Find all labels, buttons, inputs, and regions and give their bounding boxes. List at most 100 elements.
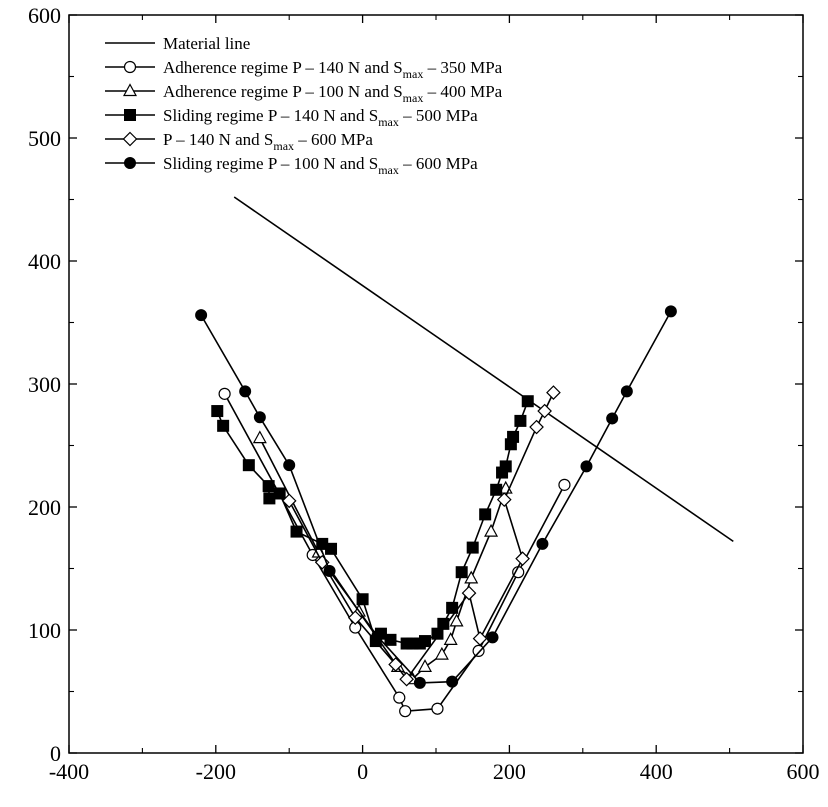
legend-label: Sliding regime P – 100 N and Smax – 600 … [163,154,478,177]
series-5 [281,385,561,687]
legend: Material line Adherence regime P – 140 N … [105,34,503,177]
data-point [490,483,503,496]
legend-label-subscript: max [403,67,424,81]
legend-marker [123,60,137,74]
data-point [217,419,230,432]
data-point [283,459,296,472]
data-point [472,644,485,658]
x-tick-label: -400 [49,759,89,784]
data-point [252,430,267,444]
data-point [218,387,231,400]
legend-label-text: – 600 MPa [399,154,478,173]
data-point [546,385,561,400]
data-point [281,493,297,509]
legend-label-text: P – 140 N and S [163,130,273,149]
data-point [347,610,363,626]
data-point [620,385,633,398]
legend-label-subscript: max [378,163,399,177]
data-point [371,630,384,643]
y-tick-label: 400 [28,249,61,274]
legend-entry: Material line [105,34,250,53]
legend-label-text: Adherence regime P – 100 N and S [163,82,403,101]
legend-label-text: – 400 MPa [423,82,502,101]
data-point [443,632,458,645]
data-point [461,585,477,601]
data-point [388,657,403,672]
data-point [356,593,369,606]
series-6 [195,305,677,689]
data-point [242,459,255,472]
data-point [464,570,479,584]
data-point [472,631,488,646]
series-4 [211,395,534,650]
data-point [434,646,449,660]
data-point [239,385,252,398]
data-point [290,525,303,538]
legend-label-subscript: max [378,115,399,129]
data-point [399,671,414,687]
data-point [606,412,619,425]
y-tick-label: 300 [28,372,61,397]
series-line [200,311,672,684]
legend-entry: Adherence regime P – 100 N and Smax – 40… [105,82,503,105]
data-point [417,659,433,673]
data-point [446,675,459,688]
legend-label-subscript: max [273,139,294,153]
data-point [466,541,479,554]
legend-marker [124,109,136,121]
legend-label: Adherence regime P – 140 N and Smax – 35… [163,58,503,81]
y-tick-label: 200 [28,495,61,520]
legend-label-text: – 500 MPa [399,106,478,125]
y-tick-label: 100 [28,618,61,643]
legend-entry: P – 140 N and Smax – 600 MPa [105,130,373,153]
data-point [664,305,677,318]
x-tick-label: 400 [640,759,673,784]
data-point [273,487,286,500]
y-tick-label: 600 [28,3,61,28]
data-point [558,478,571,491]
data-point [431,702,444,715]
data-point [515,551,530,567]
data-point [399,705,412,718]
plot-frame [68,14,804,754]
data-point [486,631,499,644]
legend-label-text: Material line [163,34,250,53]
series-line [233,196,734,543]
legend-label-text: Sliding regime P – 140 N and S [163,106,378,125]
data-point [263,492,276,505]
data-point [484,523,499,537]
series-2 [218,387,571,718]
legend-entry: Sliding regime P – 100 N and Smax – 600 … [105,154,478,177]
legend-entry: Sliding regime P – 140 N and Smax – 500 … [105,106,478,129]
data-point [479,508,492,521]
data-point [455,566,468,579]
legend-entry: Adherence regime P – 140 N and Smax – 35… [105,58,503,81]
legend-marker [122,83,138,97]
data-point [393,691,406,704]
data-point [580,460,593,473]
axes-layer: -400 -200 0 200 400 600 0 100 200 300 400 500 600 [28,3,820,784]
legend-label: P – 140 N and Smax – 600 MPa [163,130,373,153]
data-point [507,430,520,443]
data-point [413,676,426,689]
series-layer [195,196,734,718]
legend-label: Material line [163,34,250,53]
x-tick-label: 0 [357,759,368,784]
data-point [384,633,397,646]
legend-marker [122,131,138,147]
data-point [262,480,275,493]
x-tick-label: 600 [787,759,820,784]
y-tick-label: 0 [50,741,61,766]
data-point [496,492,512,507]
data-point [211,405,224,418]
data-point [323,564,336,577]
x-tick-label: 200 [493,759,526,784]
series-1 [233,196,734,543]
legend-label: Adherence regime P – 100 N and Smax – 40… [163,82,503,105]
data-point [449,613,464,627]
legend-label-text: – 600 MPa [294,130,373,149]
data-point [521,395,534,408]
data-point [325,542,338,555]
